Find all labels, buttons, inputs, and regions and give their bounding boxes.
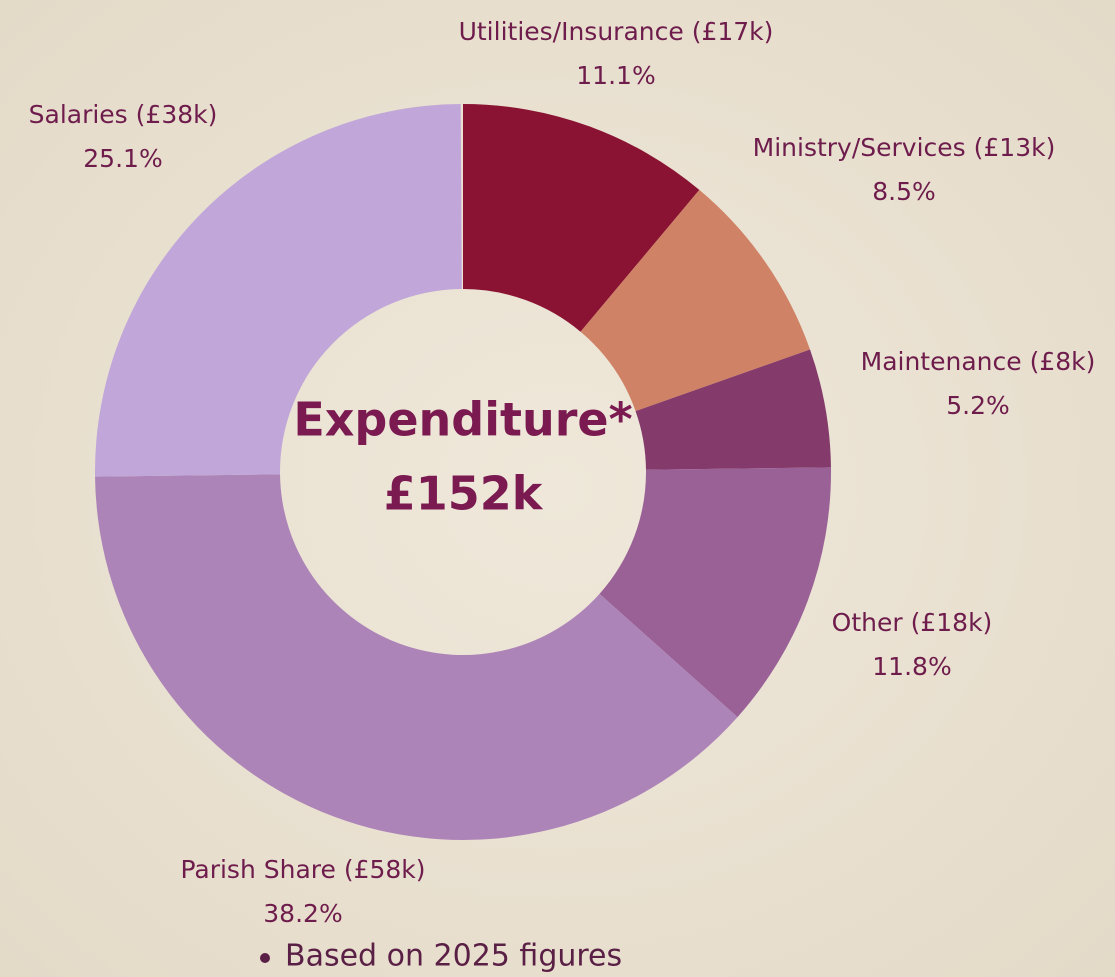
slice — [95, 104, 462, 477]
footnote: Based on 2025 figures — [285, 939, 622, 974]
value-label: 11.1% — [576, 61, 655, 90]
category-label: Salaries (£38k) — [29, 100, 218, 129]
category-label: Other (£18k) — [832, 608, 993, 637]
donut — [95, 104, 831, 841]
value-label: 8.5% — [872, 177, 936, 206]
slice — [635, 349, 831, 470]
slice — [599, 467, 831, 718]
value-label: 25.1% — [83, 144, 162, 173]
bullet — [260, 953, 270, 963]
slice — [580, 189, 811, 412]
slice — [463, 104, 700, 332]
value-label: 38.2% — [263, 899, 342, 928]
value-label: 5.2% — [946, 391, 1010, 420]
category-label: Utilities/Insurance (£17k) — [459, 17, 774, 46]
total-label: £152k — [384, 467, 544, 521]
value-label: 11.8% — [872, 652, 951, 681]
category-label: Maintenance (£8k) — [861, 347, 1096, 376]
category-label: Parish Share (£58k) — [180, 855, 425, 884]
slice — [95, 474, 738, 841]
category-label: Ministry/Services (£13k) — [753, 133, 1056, 162]
chart-title: Expenditure* — [293, 393, 632, 447]
